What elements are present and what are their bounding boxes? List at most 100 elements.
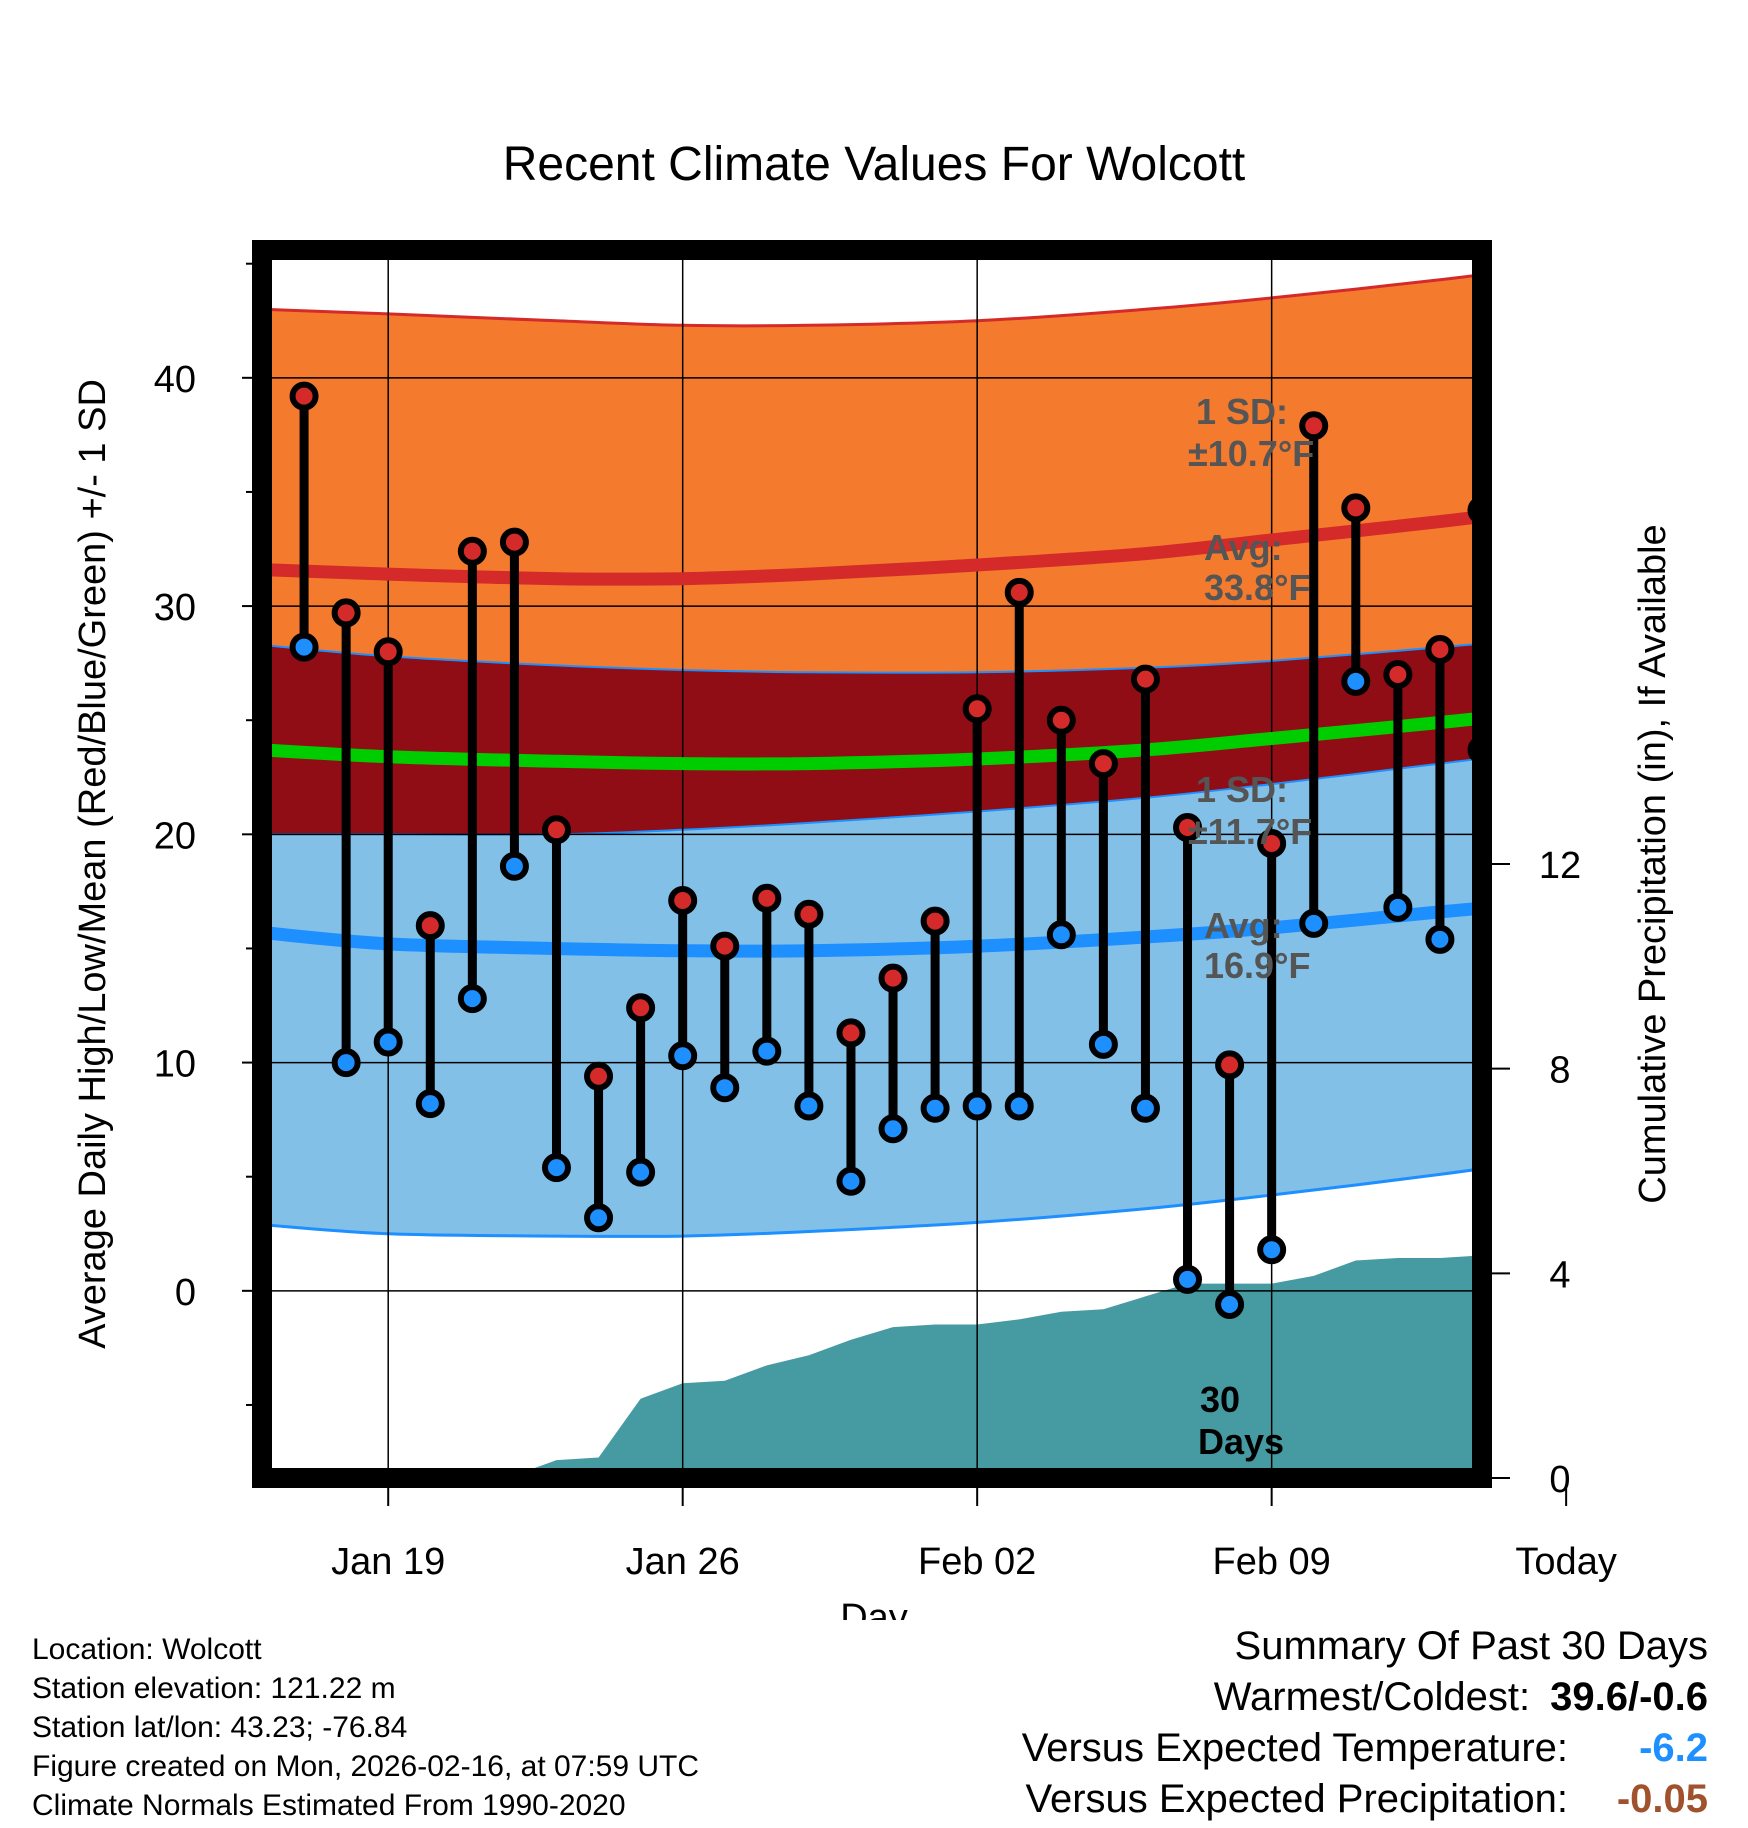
high-point <box>331 598 361 628</box>
low-point <box>878 1114 908 1144</box>
high-point <box>457 536 487 566</box>
low-point <box>457 984 487 1014</box>
high-sd-value: ±10.7°F <box>1188 433 1314 474</box>
low-point <box>668 1041 698 1071</box>
y2-tick-label: 12 <box>1539 845 1581 887</box>
mean-band <box>262 643 1482 835</box>
x-tick-label: Today <box>1515 1541 1616 1583</box>
high-point <box>626 993 656 1023</box>
low-avg-value: 16.9°F <box>1204 945 1310 986</box>
summary-precip: Versus Expected Precipitation: -0.05 <box>1022 1774 1708 1825</box>
y2-tick-label: 0 <box>1549 1459 1570 1501</box>
y-tick-label: 40 <box>154 359 196 401</box>
high-point <box>794 899 824 929</box>
summary-title: Summary Of Past 30 Days <box>1234 1624 1708 1668</box>
high-point <box>1215 1050 1245 1080</box>
low-point <box>1299 908 1329 938</box>
window-days-number: 30 <box>1200 1379 1240 1420</box>
low-avg-label: Avg: <box>1204 905 1283 946</box>
precip-area <box>262 1255 1482 1478</box>
low-point <box>752 1036 782 1066</box>
high-point <box>289 381 319 411</box>
high-point <box>1046 705 1076 735</box>
daily-marks <box>289 375 1536 1320</box>
high-point <box>1088 749 1118 779</box>
window-days-label: Days <box>1198 1421 1284 1462</box>
x-tick-label: Feb 09 <box>1212 1541 1330 1583</box>
high-point <box>1299 411 1329 441</box>
high-lower-line <box>262 642 1482 674</box>
low-avg-today-marker <box>1551 890 1581 920</box>
x-tick-label: Jan 26 <box>626 1541 740 1583</box>
high-sd-band <box>262 274 1482 673</box>
y2-tick-label: 4 <box>1549 1254 1570 1296</box>
created-text: Figure created on Mon, 2026-02-16, at 07… <box>32 1750 700 1783</box>
low-point <box>1257 1235 1287 1265</box>
low-sd-value: ±11.7°F <box>1188 811 1312 852</box>
high-point <box>499 527 529 557</box>
summary-panel: Summary Of Past 30 Days Warmest/Coldest:… <box>1022 1621 1708 1825</box>
low-point <box>541 1153 571 1183</box>
y-tick-label: 0 <box>175 1272 196 1314</box>
low-point <box>920 1093 950 1123</box>
low-point <box>836 1166 866 1196</box>
y2-tick-label: 8 <box>1549 1050 1570 1092</box>
low-point <box>1215 1290 1245 1320</box>
high-point <box>1130 664 1160 694</box>
high-point <box>1173 812 1203 842</box>
low-point <box>1341 666 1371 696</box>
high-point <box>1513 375 1536 398</box>
high-point <box>1383 660 1413 690</box>
high-avg-today-marker <box>1551 504 1581 534</box>
high-point <box>1004 577 1034 607</box>
high-point <box>1257 828 1287 858</box>
latlon-text: Station lat/lon: 43.23; -76.84 <box>32 1711 408 1744</box>
high-point <box>415 911 445 941</box>
x-axis-label: Day <box>840 1597 908 1620</box>
high-point <box>584 1061 614 1091</box>
high-point <box>1425 634 1455 664</box>
low-point <box>794 1091 824 1121</box>
low-point <box>1046 920 1076 950</box>
low-sd-band <box>262 758 1482 1237</box>
low-point <box>1513 636 1536 659</box>
summary-temp: Versus Expected Temperature: -6.2 <box>1022 1723 1708 1774</box>
low-point <box>1004 1091 1034 1121</box>
warm-cold-label: Warmest/Coldest: <box>1213 1675 1531 1719</box>
plot-frame <box>252 240 1492 1488</box>
high-point <box>920 906 950 936</box>
elevation-text: Station elevation: 121.22 m <box>32 1672 396 1705</box>
high-point <box>962 694 992 724</box>
high-point <box>710 931 740 961</box>
y-tick-label: 10 <box>154 1044 196 1086</box>
high-avg-value: 33.8°F <box>1204 567 1310 608</box>
x-tick-label: Jan 19 <box>331 1541 445 1583</box>
low-point <box>499 851 529 881</box>
low-point <box>710 1073 740 1103</box>
precip-value: -0.05 <box>1616 1777 1708 1821</box>
precip-label: Versus Expected Precipitation: <box>1025 1777 1568 1821</box>
low-point <box>1130 1093 1160 1123</box>
low-point <box>626 1157 656 1187</box>
summary-warm-cold: Warmest/Coldest: 39.6/-0.6 <box>1022 1672 1708 1723</box>
high-point <box>668 886 698 916</box>
temp-value: -6.2 <box>1639 1726 1708 1770</box>
low-point <box>1088 1029 1118 1059</box>
high-avg-label: Avg: <box>1204 527 1283 568</box>
station-info: Location: Wolcott Station elevation: 121… <box>32 1630 699 1825</box>
low-lower-line <box>262 1167 1482 1238</box>
y-tick-label: 30 <box>154 587 196 629</box>
low-point <box>962 1091 992 1121</box>
low-point <box>1383 892 1413 922</box>
high-avg-line <box>262 510 1482 586</box>
high-point <box>541 815 571 845</box>
high-point <box>373 637 403 667</box>
y-axis-label: Average Daily High/Low/Mean (Red/Blue/Gr… <box>72 379 114 1349</box>
low-point <box>1425 924 1455 954</box>
low-point <box>584 1203 614 1233</box>
location-text: Location: Wolcott <box>32 1633 262 1666</box>
low-point <box>331 1048 361 1078</box>
y-tick-label: 20 <box>154 815 196 857</box>
low-point <box>289 632 319 662</box>
climate-chart: Recent Climate Values For Wolcott 1 SD: … <box>72 138 1674 1620</box>
